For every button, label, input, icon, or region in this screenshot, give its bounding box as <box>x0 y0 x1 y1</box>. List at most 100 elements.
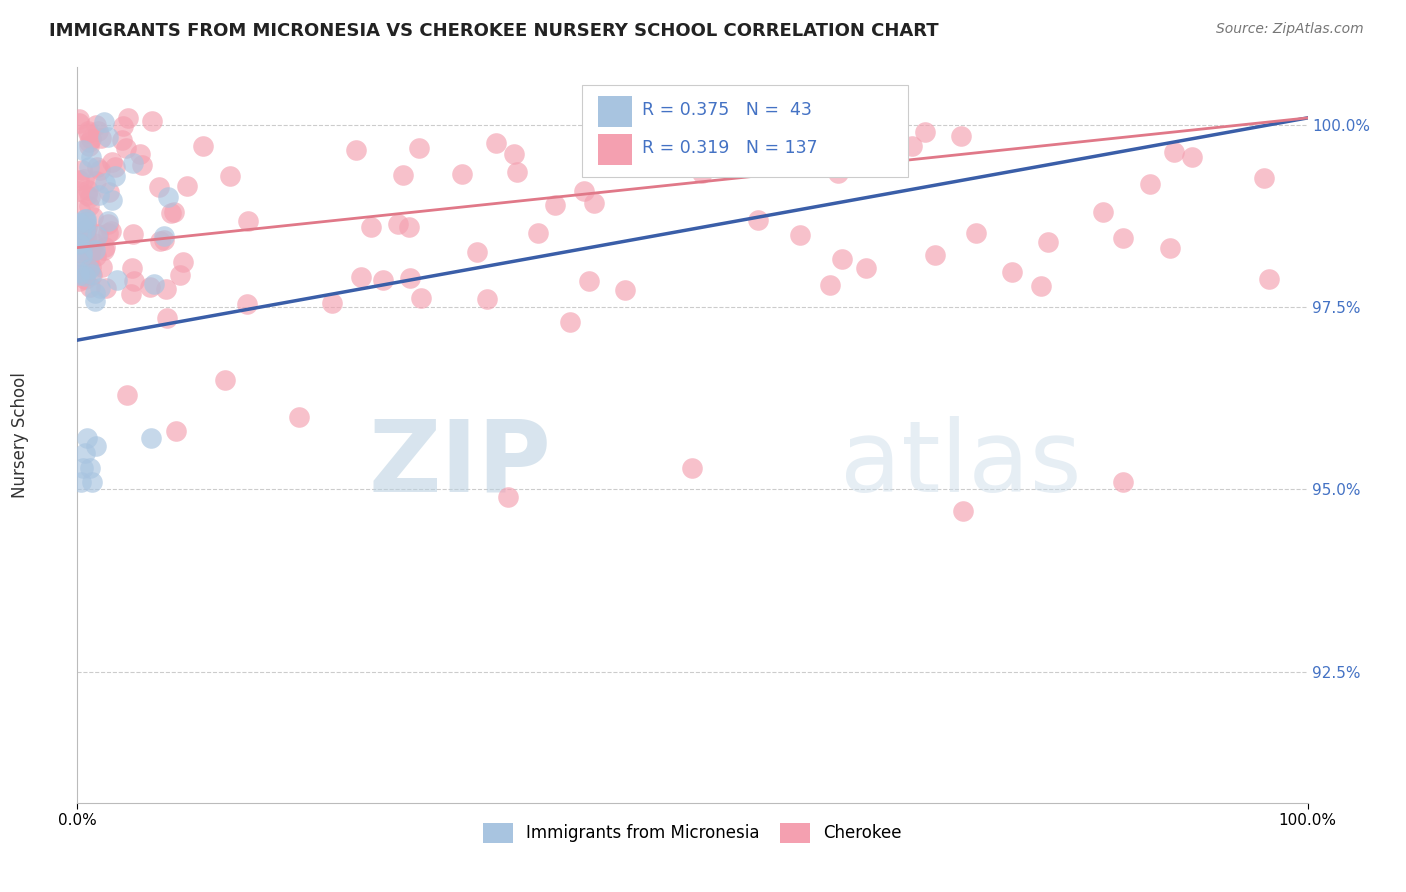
Point <box>1036 235 1059 249</box>
Point <box>94 176 117 190</box>
Point <box>373 273 395 287</box>
Point <box>84 174 107 188</box>
Point <box>82 268 104 283</box>
Point <box>558 315 581 329</box>
Point <box>1029 278 1052 293</box>
Point <box>115 388 138 402</box>
Point <box>1258 272 1281 286</box>
Point <box>83 244 105 258</box>
Point <box>387 217 409 231</box>
Point <box>104 169 127 184</box>
Point <box>77 127 100 141</box>
Point <box>467 245 489 260</box>
Text: IMMIGRANTS FROM MICRONESIA VS CHEROKEE NURSERY SCHOOL CORRELATION CHART: IMMIGRANTS FROM MICRONESIA VS CHEROKEE N… <box>49 22 939 40</box>
Text: R = 0.375   N =  43: R = 0.375 N = 43 <box>643 101 811 119</box>
Point <box>69 227 91 241</box>
Point <box>100 224 122 238</box>
Point <box>526 226 548 240</box>
Point <box>86 124 108 138</box>
Point <box>155 282 177 296</box>
Point <box>80 267 103 281</box>
Point <box>820 278 842 293</box>
Point <box>104 160 127 174</box>
Point <box>79 245 101 260</box>
Point <box>120 287 142 301</box>
Point <box>153 233 176 247</box>
Point <box>89 162 111 177</box>
Point <box>582 196 605 211</box>
Point <box>69 267 91 281</box>
Point <box>901 139 924 153</box>
Point <box>76 219 98 234</box>
Point <box>100 194 122 208</box>
Point <box>392 168 415 182</box>
Point <box>82 210 104 224</box>
Y-axis label: Nursery School: Nursery School <box>11 372 28 498</box>
Point <box>90 260 112 274</box>
Point <box>1159 241 1181 255</box>
Point <box>94 240 117 254</box>
Text: R = 0.319   N = 137: R = 0.319 N = 137 <box>643 139 818 157</box>
Point <box>475 292 498 306</box>
Point <box>72 143 94 157</box>
Point <box>115 141 138 155</box>
Point <box>72 238 94 252</box>
Point <box>89 281 111 295</box>
Point <box>70 249 93 263</box>
Point <box>121 260 143 275</box>
Point <box>613 284 636 298</box>
Point <box>76 432 98 446</box>
Point <box>288 409 311 424</box>
Point <box>214 373 236 387</box>
Point <box>70 245 93 260</box>
Point <box>924 248 946 262</box>
Point <box>79 199 101 213</box>
Point <box>75 223 97 237</box>
Point <box>399 271 422 285</box>
Point <box>70 264 93 278</box>
Point <box>131 157 153 171</box>
Point <box>83 293 105 308</box>
Point <box>191 139 214 153</box>
Point <box>141 432 163 446</box>
Point <box>86 228 108 243</box>
Point <box>72 460 94 475</box>
Point <box>156 311 179 326</box>
Legend: Immigrants from Micronesia, Cherokee: Immigrants from Micronesia, Cherokee <box>477 816 908 850</box>
Point <box>148 180 170 194</box>
Point <box>67 268 90 283</box>
Point <box>506 164 529 178</box>
Point <box>97 185 120 199</box>
Point <box>67 236 90 251</box>
Point <box>87 188 110 202</box>
Point <box>1253 170 1275 185</box>
Point <box>94 281 117 295</box>
Point <box>1181 150 1204 164</box>
Point <box>83 286 105 301</box>
Point <box>111 133 134 147</box>
Point <box>408 140 430 154</box>
Point <box>827 165 849 179</box>
Point <box>129 147 152 161</box>
Point <box>572 185 595 199</box>
Point <box>122 156 145 170</box>
Point <box>67 216 90 230</box>
Point <box>75 212 97 227</box>
Point <box>77 124 100 138</box>
Point <box>965 226 987 240</box>
Bar <box>598 134 633 165</box>
Point <box>67 116 90 130</box>
Point <box>97 217 120 231</box>
Point <box>67 274 90 288</box>
Point <box>831 252 853 267</box>
Point <box>141 114 163 128</box>
Point <box>79 279 101 293</box>
Point <box>79 460 101 475</box>
Point <box>69 184 91 198</box>
Point <box>97 214 120 228</box>
Text: ZIP: ZIP <box>368 416 551 513</box>
Point <box>1111 231 1133 245</box>
Point <box>97 226 120 240</box>
Point <box>789 227 811 242</box>
Point <box>75 231 97 245</box>
